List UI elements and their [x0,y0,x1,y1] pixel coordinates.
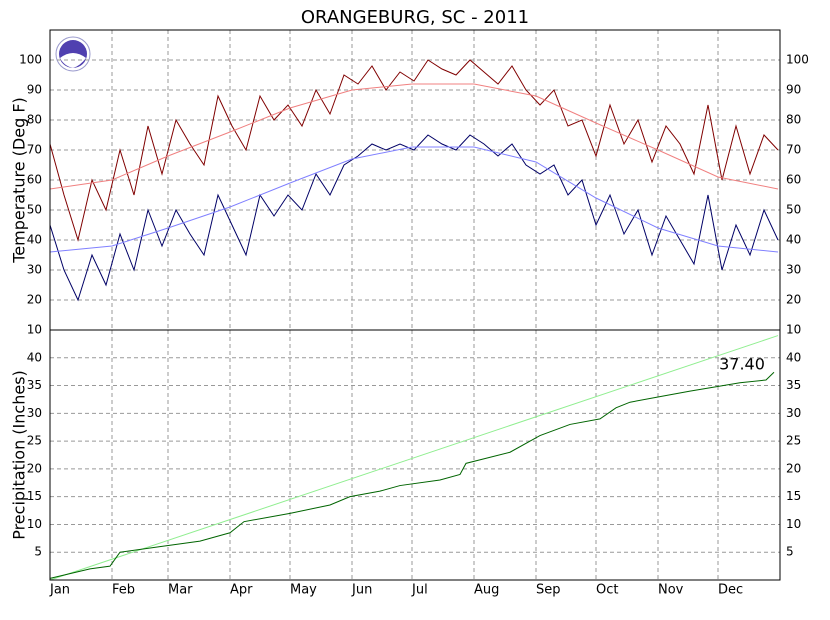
x-tick-label: Jan [49,583,70,598]
y-tick-label: 10 [786,517,801,531]
y-tick-label: 40 [786,350,801,364]
series-line [49,335,779,581]
y-tick-label: 100 [19,53,42,67]
series-line [49,59,779,242]
series-line [49,371,775,579]
y-tick-label: 30 [27,406,42,420]
series-line [49,146,779,253]
y-tick-label: 20 [786,461,801,475]
x-tick-label: Apr [230,583,253,598]
y-tick-label: 10 [786,323,801,337]
noaa-logo [55,36,91,72]
y-tick-label: 90 [27,83,42,97]
y-tick-label: 5 [786,545,794,559]
y-tick-label: 70 [27,143,42,157]
annotation: 37.40 [719,355,765,374]
y-tick-label: 70 [786,143,801,157]
y-tick-label: 50 [27,203,42,217]
y-axis-label: Temperature (Deg F) [10,97,29,264]
y-tick-label: 80 [786,113,801,127]
y-tick-label: 40 [27,350,42,364]
y-tick-label: 35 [786,378,801,392]
y-tick-label: 40 [786,233,801,247]
x-tick-label: Aug [474,583,499,598]
y-tick-label: 80 [27,113,42,127]
x-tick-label: Jul [411,583,428,598]
y-tick-label: 60 [786,173,801,187]
y-tick-label: 30 [27,263,42,277]
y-tick-label: 10 [27,323,42,337]
series-line [49,83,779,190]
x-tick-label: May [290,583,317,598]
y-tick-label: 25 [786,434,801,448]
y-tick-label: 15 [27,489,42,503]
x-tick-label: Jun [351,583,372,598]
x-tick-label: Sep [536,583,561,598]
y-tick-label: 90 [786,83,801,97]
y-tick-label: 25 [27,434,42,448]
x-tick-label: Feb [112,583,135,598]
y-tick-label: 20 [786,293,801,307]
x-tick-label: Dec [718,583,743,598]
series-line [49,134,779,302]
y-tick-label: 5 [34,545,42,559]
y-axis-label: Precipitation (Inches) [10,370,29,540]
y-tick-label: 60 [27,173,42,187]
x-tick-label: Mar [168,583,193,598]
y-tick-label: 30 [786,263,801,277]
chart-title: ORANGEBURG, SC - 2011 [301,7,529,28]
y-tick-label: 30 [786,406,801,420]
y-tick-label: 50 [786,203,801,217]
y-tick-label: 10 [27,517,42,531]
x-tick-label: Nov [658,583,684,598]
y-tick-label: 15 [786,489,801,503]
y-tick-label: 35 [27,378,42,392]
y-tick-label: 20 [27,293,42,307]
y-tick-label: 20 [27,461,42,475]
y-tick-label: 40 [27,233,42,247]
x-tick-label: Oct [596,583,618,598]
y-tick-label: 100 [786,53,809,67]
plot-frame [49,329,781,581]
